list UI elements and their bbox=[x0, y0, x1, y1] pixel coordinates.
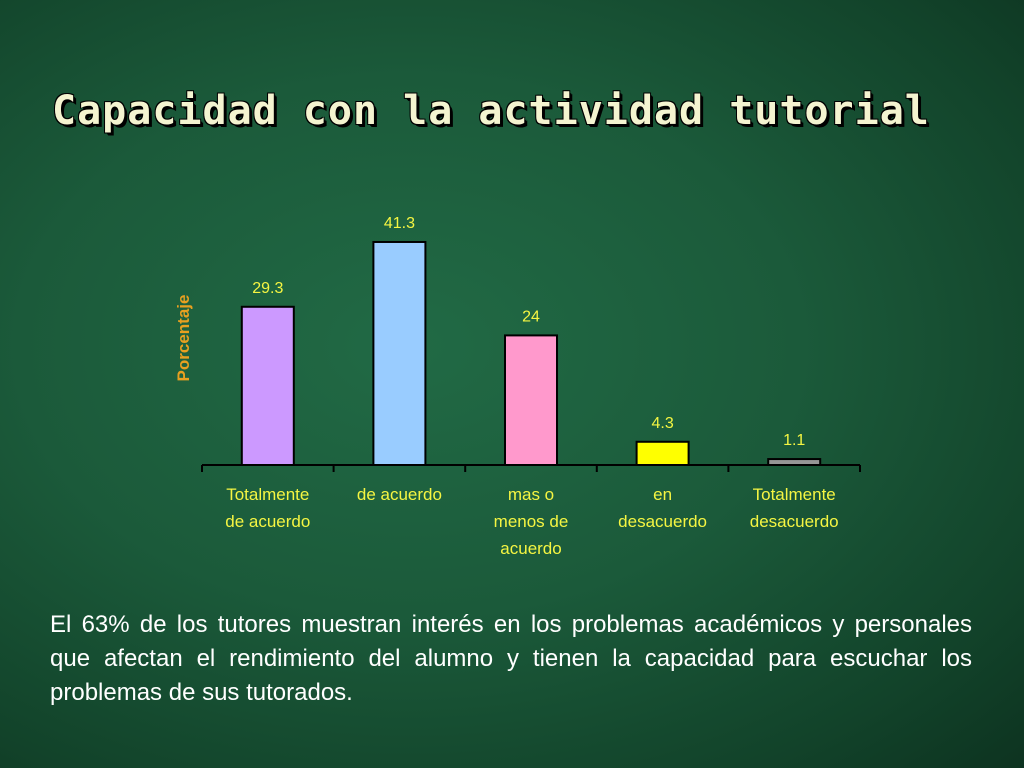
data-label: 24 bbox=[522, 308, 540, 325]
data-label: 4.3 bbox=[651, 415, 673, 432]
category-label: de acuerdo bbox=[225, 512, 310, 531]
bar bbox=[372, 240, 427, 466]
bars-layer bbox=[240, 240, 822, 466]
category-label: menos de bbox=[494, 512, 569, 531]
category-label: desacuerdo bbox=[618, 512, 707, 531]
category-label: acuerdo bbox=[500, 539, 561, 558]
data-labels-layer: 29.3 41.3 24 4.3 1.1 bbox=[252, 215, 805, 449]
y-axis-title: Porcentaje bbox=[174, 295, 193, 382]
category-label: Totalmente bbox=[753, 485, 836, 504]
category-label: de acuerdo bbox=[357, 485, 442, 504]
category-label: mas o bbox=[508, 485, 554, 504]
category-labels-layer: Totalmente de acuerdo de acuerdo mas o menos… bbox=[225, 485, 838, 558]
slide-title: Capacidad con la actividad tutorial bbox=[52, 88, 930, 134]
category-label: desacuerdo bbox=[750, 512, 839, 531]
data-label: 41.3 bbox=[384, 215, 415, 232]
bar bbox=[504, 334, 558, 466]
bar-chart: 29.3 41.3 24 4.3 1.1 Totalmente de acuerdo de … bbox=[174, 215, 861, 558]
x-axis bbox=[201, 464, 861, 472]
slide-caption: El 63% de los tutores muestran interés e… bbox=[50, 611, 972, 706]
bar bbox=[240, 305, 295, 466]
data-label: 29.3 bbox=[252, 280, 283, 297]
category-label: Totalmente bbox=[226, 485, 309, 504]
category-label: en bbox=[653, 485, 672, 504]
data-label: 1.1 bbox=[783, 432, 805, 449]
bar bbox=[635, 440, 690, 466]
